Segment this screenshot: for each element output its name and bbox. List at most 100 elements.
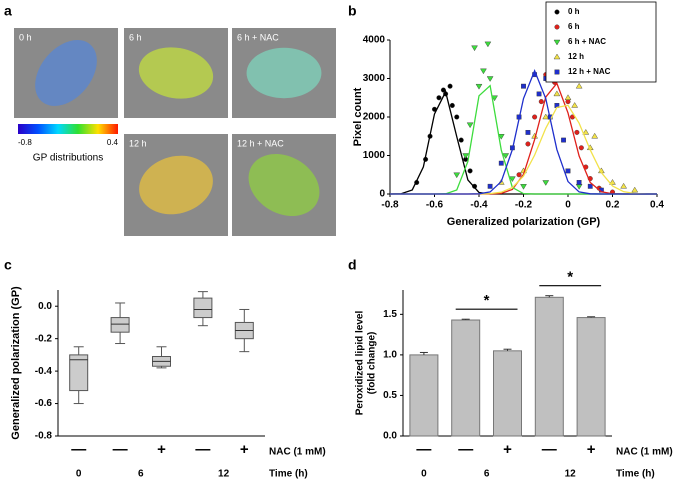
x-tick-label: — bbox=[416, 441, 431, 458]
legend-marker bbox=[553, 53, 561, 60]
y-tick-label: 1000 bbox=[363, 150, 386, 161]
nac-label: NAC (1 mM) bbox=[269, 447, 326, 458]
bar bbox=[576, 317, 606, 437]
image-label: 0 h bbox=[19, 32, 32, 42]
cell bbox=[246, 47, 322, 99]
x-tick-label: -0.4 bbox=[470, 200, 488, 211]
point bbox=[571, 102, 579, 108]
point bbox=[498, 160, 504, 166]
y-tick-label: 0.0 bbox=[383, 431, 397, 442]
legend-label: 12 h bbox=[568, 52, 584, 61]
image-label: 6 h + NAC bbox=[237, 32, 279, 42]
x-tick-label: -0.8 bbox=[381, 200, 399, 211]
time-label: 0 bbox=[76, 469, 82, 480]
x-tick-label: -0.6 bbox=[426, 200, 444, 211]
fit-curve bbox=[390, 84, 657, 195]
y-tick-label: 0.0 bbox=[38, 301, 52, 312]
legend-marker bbox=[553, 39, 561, 46]
x-tick-label: — bbox=[195, 441, 210, 458]
y-tick-label: 0 bbox=[379, 189, 385, 200]
x-tick-label: — bbox=[113, 441, 128, 458]
x-tick-label: — bbox=[542, 441, 557, 458]
panel-label: b bbox=[348, 3, 357, 19]
point bbox=[565, 99, 571, 105]
point bbox=[491, 95, 498, 102]
box bbox=[110, 317, 130, 333]
x-tick-label: + bbox=[587, 441, 596, 458]
y-axis-label: (fold change) bbox=[367, 332, 378, 395]
colorbar-title: GP distributions bbox=[33, 153, 103, 164]
x-tick-label: — bbox=[71, 441, 86, 458]
bar bbox=[534, 296, 564, 437]
bar bbox=[409, 354, 439, 437]
fit-curve bbox=[390, 104, 658, 195]
point bbox=[449, 102, 455, 108]
point bbox=[462, 153, 470, 159]
colorbar-min: -0.8 bbox=[18, 138, 32, 147]
panel-label: a bbox=[4, 3, 12, 19]
time-label: 12 bbox=[565, 469, 577, 480]
legend-label: 6 h bbox=[568, 22, 580, 31]
point bbox=[574, 129, 580, 135]
point bbox=[631, 186, 639, 193]
point bbox=[472, 183, 478, 189]
y-tick-label: 2000 bbox=[363, 112, 386, 123]
bar bbox=[493, 350, 522, 437]
bar bbox=[451, 319, 481, 437]
time-label: 12 bbox=[218, 469, 230, 480]
point bbox=[575, 184, 583, 190]
point bbox=[454, 114, 460, 120]
point bbox=[542, 113, 550, 120]
time-axis-label: Time (h) bbox=[269, 469, 308, 480]
cell bbox=[138, 47, 214, 99]
image-label: 6 h bbox=[129, 32, 142, 42]
cell bbox=[35, 40, 97, 106]
y-tick-label: -0.2 bbox=[35, 333, 53, 344]
point bbox=[525, 141, 531, 147]
point bbox=[591, 132, 599, 139]
point bbox=[516, 172, 522, 178]
legend-label: 6 h + NAC bbox=[568, 37, 606, 46]
point bbox=[467, 168, 473, 174]
image-label: 12 h bbox=[129, 138, 147, 148]
point bbox=[525, 129, 531, 135]
y-axis-label: Generalized polarization (GP) bbox=[10, 286, 22, 440]
y-tick-label: -0.6 bbox=[35, 398, 53, 409]
point bbox=[497, 134, 505, 140]
box bbox=[193, 297, 213, 319]
legend-box bbox=[545, 1, 657, 83]
time-label: 6 bbox=[138, 469, 144, 480]
point bbox=[575, 82, 583, 89]
significance-mark: * bbox=[567, 269, 573, 286]
point bbox=[564, 94, 572, 100]
point bbox=[561, 137, 566, 143]
point bbox=[484, 41, 492, 48]
image-label: 12 h + NAC bbox=[237, 138, 284, 148]
x-axis-label: Generalized polarization (GP) bbox=[447, 216, 601, 228]
point bbox=[582, 129, 590, 135]
x-tick-label: 0.4 bbox=[650, 200, 664, 211]
point bbox=[471, 45, 478, 52]
y-axis-label: Pixel count bbox=[352, 87, 364, 146]
point bbox=[447, 83, 453, 89]
x-tick-label: 0.2 bbox=[606, 200, 620, 211]
panel-label: d bbox=[348, 257, 357, 273]
point bbox=[620, 182, 627, 189]
legend-label: 0 h bbox=[568, 7, 580, 16]
y-tick-label: -0.8 bbox=[35, 431, 53, 442]
y-tick-label: 3000 bbox=[363, 73, 386, 84]
colorbar-max: 0.4 bbox=[107, 138, 119, 147]
legend-marker bbox=[554, 24, 560, 30]
point bbox=[542, 180, 550, 186]
point bbox=[553, 90, 561, 97]
point bbox=[502, 153, 510, 159]
nac-label: NAC (1 mM) bbox=[616, 447, 673, 458]
fit-curve bbox=[390, 69, 657, 195]
y-tick-label: 4000 bbox=[363, 35, 386, 46]
point bbox=[538, 99, 544, 105]
point bbox=[509, 176, 516, 182]
point bbox=[578, 145, 584, 151]
point bbox=[587, 183, 593, 189]
x-tick-label: + bbox=[503, 441, 512, 458]
y-tick-label: -0.4 bbox=[35, 366, 53, 377]
